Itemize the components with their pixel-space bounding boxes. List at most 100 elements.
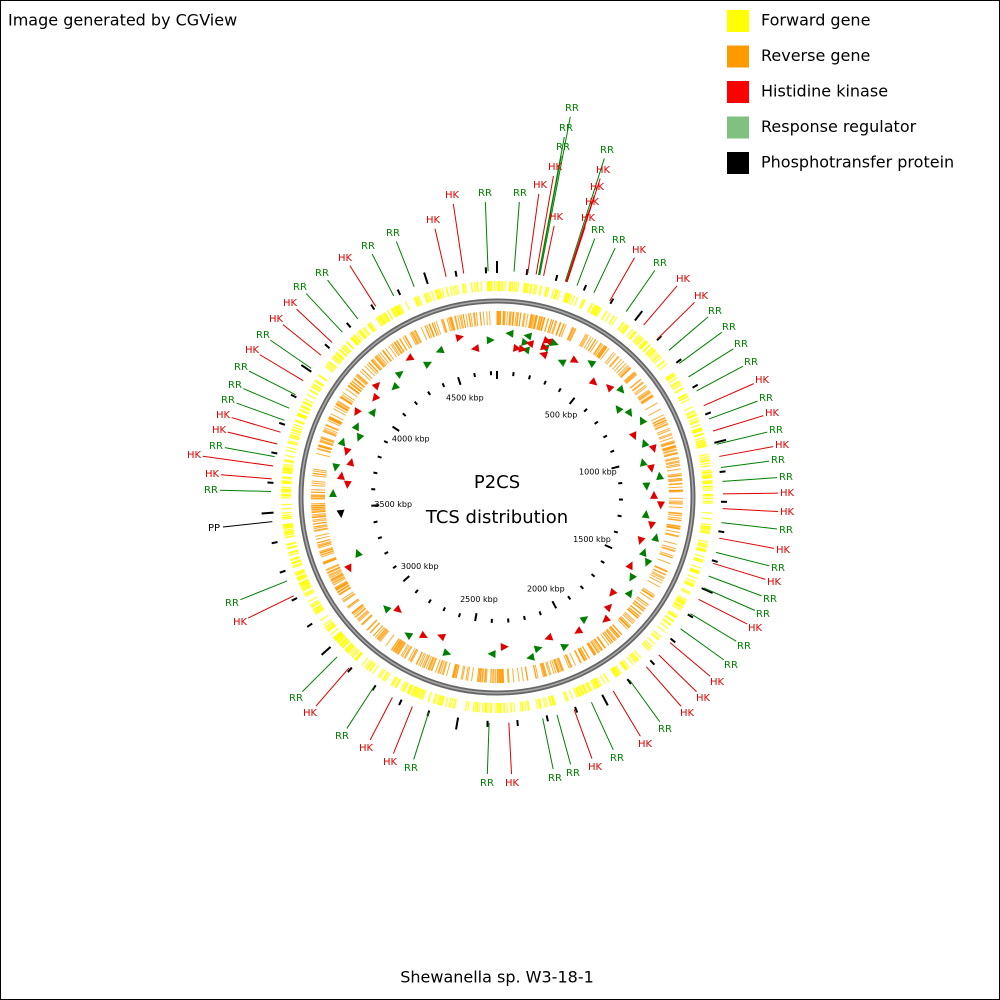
reverse-gene bbox=[661, 441, 675, 447]
reverse-gene bbox=[400, 643, 409, 657]
forward-gene bbox=[687, 413, 697, 419]
reverse-gene bbox=[466, 666, 471, 681]
reverse-gene bbox=[511, 311, 515, 326]
forward-gene bbox=[378, 315, 386, 325]
reverse-gene bbox=[626, 608, 639, 619]
forward-gene bbox=[677, 393, 688, 400]
reverse-gene bbox=[548, 319, 554, 334]
forward-gene bbox=[406, 684, 412, 694]
outer-tick bbox=[704, 411, 712, 416]
forward-gene bbox=[599, 674, 606, 685]
feature-arrow bbox=[588, 377, 598, 386]
reverse-gene bbox=[653, 419, 667, 427]
reverse-gene bbox=[659, 437, 674, 443]
forward-gene bbox=[365, 660, 373, 670]
feature-arrow bbox=[616, 384, 625, 394]
reverse-gene bbox=[428, 323, 435, 338]
reverse-gene bbox=[476, 667, 480, 682]
forward-gene bbox=[626, 656, 634, 666]
forward-gene bbox=[513, 702, 516, 713]
reverse-gene bbox=[336, 401, 350, 410]
reverse-gene bbox=[544, 318, 549, 332]
forward-gene bbox=[537, 698, 541, 709]
reverse-gene bbox=[651, 571, 665, 579]
reverse-gene bbox=[640, 394, 653, 404]
reverse-gene bbox=[647, 579, 660, 588]
reverse-gene bbox=[326, 564, 340, 572]
feature-arrow bbox=[394, 370, 404, 379]
feature-arrow bbox=[346, 457, 355, 467]
reverse-gene bbox=[318, 543, 332, 549]
forward-gene bbox=[290, 431, 301, 436]
forward-gene bbox=[651, 632, 660, 640]
feature-arrow bbox=[525, 340, 535, 349]
forward-gene bbox=[685, 409, 696, 416]
feature-arrow bbox=[606, 383, 615, 393]
feature-arrow bbox=[642, 482, 651, 491]
outer-tick bbox=[516, 719, 519, 727]
feature-label: HK bbox=[775, 440, 790, 451]
reverse-gene bbox=[619, 617, 630, 628]
forward-gene bbox=[701, 475, 713, 478]
reverse-gene bbox=[335, 582, 349, 591]
reverse-gene bbox=[319, 440, 334, 446]
feature-leader bbox=[696, 365, 744, 392]
reverse-gene bbox=[401, 644, 410, 658]
reverse-gene bbox=[312, 475, 327, 478]
scale-tick bbox=[590, 573, 596, 578]
forward-gene bbox=[476, 702, 479, 713]
outer-tick bbox=[675, 358, 682, 364]
feature-label: HK bbox=[338, 253, 353, 264]
outer-tick bbox=[545, 715, 549, 722]
outer-tick bbox=[347, 666, 353, 673]
forward-gene bbox=[332, 355, 342, 364]
feature-leader bbox=[708, 400, 758, 420]
feature-leader bbox=[248, 370, 296, 396]
feature-leader bbox=[240, 580, 288, 601]
reverse-gene bbox=[377, 628, 387, 640]
forward-gene bbox=[611, 667, 619, 677]
forward-gene bbox=[696, 548, 707, 553]
forward-gene bbox=[367, 323, 375, 333]
forward-gene bbox=[695, 439, 706, 444]
feature-leader bbox=[703, 587, 755, 611]
forward-gene bbox=[626, 328, 634, 338]
forward-gene bbox=[529, 283, 533, 294]
reverse-gene bbox=[311, 508, 326, 511]
forward-gene bbox=[701, 517, 712, 520]
reverse-gene bbox=[379, 630, 390, 642]
forward-gene bbox=[544, 697, 549, 708]
reverse-gene bbox=[503, 311, 505, 326]
forward-gene bbox=[577, 686, 583, 696]
reverse-gene bbox=[461, 665, 466, 680]
legend-label: Phosphotransfer protein bbox=[761, 153, 954, 172]
reverse-gene bbox=[475, 312, 479, 327]
gene-rings bbox=[280, 280, 714, 714]
reverse-gene bbox=[663, 540, 677, 545]
feature-arrow bbox=[602, 614, 611, 623]
forward-gene bbox=[579, 299, 586, 309]
forward-gene bbox=[544, 286, 548, 297]
forward-gene bbox=[414, 687, 420, 698]
feature-label: HK bbox=[269, 314, 284, 325]
forward-gene bbox=[538, 698, 543, 709]
forward-gene bbox=[677, 393, 687, 399]
scale-tick bbox=[457, 612, 462, 618]
feature-leader bbox=[413, 712, 430, 760]
reverse-gene bbox=[642, 587, 656, 596]
reverse-gene bbox=[521, 312, 525, 327]
feature-arrow bbox=[391, 381, 401, 391]
feature-label: RR bbox=[228, 380, 242, 391]
reverse-gene bbox=[312, 519, 327, 523]
reverse-gene bbox=[416, 651, 424, 665]
reverse-gene bbox=[323, 430, 337, 437]
feature-leader bbox=[565, 210, 590, 283]
feature-label: RR bbox=[386, 228, 400, 239]
feature-leader bbox=[513, 201, 520, 272]
reverse-gene bbox=[661, 546, 676, 552]
reverse-gene bbox=[319, 441, 333, 447]
reverse-gene bbox=[666, 523, 681, 527]
feature-label: RR bbox=[722, 322, 736, 333]
reverse-gene bbox=[581, 334, 589, 348]
feature-label: RR bbox=[600, 145, 614, 156]
